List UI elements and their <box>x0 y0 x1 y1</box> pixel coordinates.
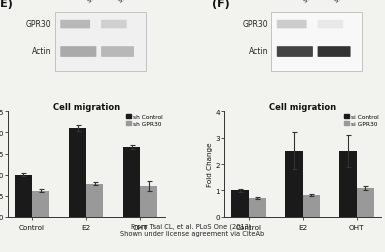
Text: si GPR30: si GPR30 <box>334 0 360 4</box>
FancyBboxPatch shape <box>318 21 343 29</box>
Bar <box>32 191 49 217</box>
Bar <box>285 151 303 217</box>
Bar <box>249 198 266 217</box>
Bar <box>15 175 32 217</box>
Text: (F): (F) <box>212 0 229 9</box>
Text: Actin: Actin <box>32 47 52 56</box>
FancyBboxPatch shape <box>101 21 127 29</box>
Text: From Tsai CL, et al. PLoS One (2013).
Shown under license agreement via CiteAb: From Tsai CL, et al. PLoS One (2013). Sh… <box>121 223 264 236</box>
Text: sh Control: sh Control <box>86 0 115 4</box>
Bar <box>357 188 374 217</box>
Text: GPR30: GPR30 <box>243 20 268 29</box>
Y-axis label: Fold Change: Fold Change <box>207 142 213 186</box>
Text: GPR30: GPR30 <box>26 20 52 29</box>
FancyBboxPatch shape <box>55 13 146 72</box>
Bar <box>86 184 104 217</box>
Text: sh GPR30: sh GPR30 <box>117 0 145 4</box>
Bar <box>140 186 157 217</box>
FancyBboxPatch shape <box>60 47 96 58</box>
FancyBboxPatch shape <box>60 21 90 29</box>
Bar <box>231 191 249 217</box>
FancyBboxPatch shape <box>101 47 134 58</box>
FancyBboxPatch shape <box>318 47 351 58</box>
Text: (E): (E) <box>0 0 13 9</box>
FancyBboxPatch shape <box>277 47 313 58</box>
Title: Cell migration: Cell migration <box>53 102 120 111</box>
Bar <box>340 151 357 217</box>
Bar <box>303 195 320 217</box>
Legend: sh Control, sh GPR30: sh Control, sh GPR30 <box>124 113 164 128</box>
Bar <box>69 129 86 217</box>
Legend: si Control, si GPR30: si Control, si GPR30 <box>343 113 380 128</box>
Bar <box>123 148 140 217</box>
FancyBboxPatch shape <box>277 21 306 29</box>
Text: Actin: Actin <box>249 47 268 56</box>
FancyBboxPatch shape <box>271 13 362 72</box>
Title: Cell migration: Cell migration <box>269 102 336 111</box>
Text: si Control: si Control <box>303 0 330 4</box>
